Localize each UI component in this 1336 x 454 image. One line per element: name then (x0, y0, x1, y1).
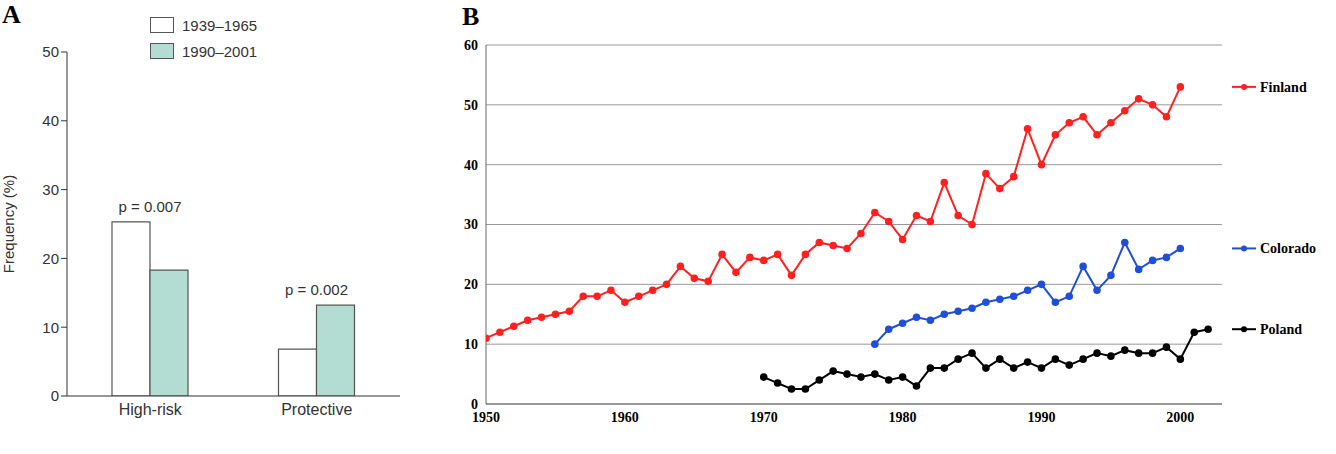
svg-text:0: 0 (51, 387, 59, 404)
svg-text:1970: 1970 (750, 410, 778, 425)
svg-text:40: 40 (42, 112, 59, 129)
svg-text:30: 30 (464, 217, 478, 232)
svg-text:60: 60 (464, 38, 478, 53)
svg-text:Protective: Protective (281, 401, 352, 418)
html-text:1990–2001: 1990–2001 (182, 42, 258, 60)
svg-text:2000: 2000 (1166, 410, 1194, 425)
svg-text:1950: 1950 (472, 410, 500, 425)
svg-text:10: 10 (42, 319, 59, 336)
svg-text:Colorado: Colorado (1260, 241, 1316, 256)
svg-text:1990: 1990 (1027, 410, 1055, 425)
svg-text:p = 0.007: p = 0.007 (119, 198, 182, 215)
svg-text:Finland: Finland (1260, 80, 1307, 95)
svg-text:p = 0.002: p = 0.002 (285, 281, 348, 298)
svg-text:50: 50 (42, 43, 59, 60)
svg-text:High-risk: High-risk (119, 401, 183, 418)
svg-text:0: 0 (471, 397, 478, 412)
html-text:1939–1965: 1939–1965 (182, 16, 258, 34)
html-text:A: A (2, 0, 21, 29)
svg-text:Frequency (%): Frequency (%) (8, 175, 17, 273)
svg-text:20: 20 (464, 277, 478, 292)
svg-text:1980: 1980 (889, 410, 917, 425)
svg-text:20: 20 (42, 250, 59, 267)
svg-text:50: 50 (464, 98, 478, 113)
svg-text:30: 30 (42, 181, 59, 198)
svg-text:Poland: Poland (1260, 322, 1302, 337)
html-text:B: B (462, 2, 480, 31)
svg-text:40: 40 (464, 158, 478, 173)
svg-text:1960: 1960 (611, 410, 639, 425)
svg-text:10: 10 (464, 337, 478, 352)
